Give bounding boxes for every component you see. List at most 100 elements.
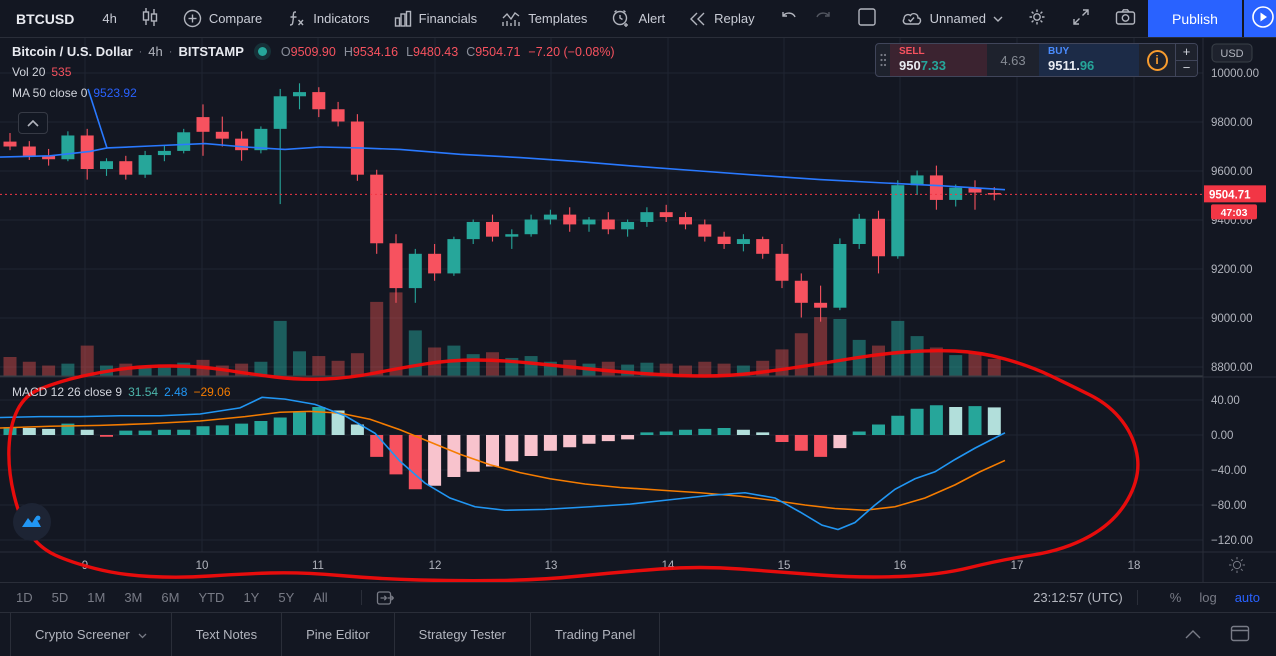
svg-text:40.00: 40.00 <box>1211 395 1240 407</box>
settings-button[interactable] <box>1015 0 1059 37</box>
crypto-screener-label: Crypto Screener <box>35 627 130 642</box>
compare-label: Compare <box>208 11 263 26</box>
layout-button[interactable] <box>845 0 889 37</box>
percent-scale-toggle[interactable]: % <box>1169 590 1182 605</box>
range-1y[interactable]: 1Y <box>243 590 260 605</box>
range-5y[interactable]: 5Y <box>278 590 295 605</box>
expand-panel-button[interactable] <box>1184 627 1202 642</box>
tab-crypto-screener[interactable]: Crypto Screener <box>10 613 172 656</box>
candles <box>3 83 1001 322</box>
range-1d[interactable]: 1D <box>16 590 33 605</box>
top-toolbar: BTCUSD 4h Compare Indicators Financials … <box>0 0 1276 38</box>
svg-text:9000.00: 9000.00 <box>1211 313 1253 325</box>
range-5d[interactable]: 5D <box>51 590 69 605</box>
sell-button[interactable]: SELL 9507.33 <box>890 44 987 76</box>
widget-drag-handle[interactable] <box>876 44 890 76</box>
close-value: 9504.71 <box>475 44 521 59</box>
high-label: H <box>343 44 353 59</box>
chart-style-button[interactable] <box>129 0 171 37</box>
tab-pine-editor[interactable]: Pine Editor <box>282 613 395 656</box>
price-axis: 10000.009800.009600.009400.009200.009000… <box>1211 68 1259 547</box>
tab-trading-panel[interactable]: Trading Panel <box>531 613 661 656</box>
svg-text:8800.00: 8800.00 <box>1211 362 1253 374</box>
current-price-tag: 9504.71 47:03 <box>1204 185 1266 220</box>
buy-button[interactable]: BUY 9511.96 <box>1039 44 1139 76</box>
range-all[interactable]: All <box>313 590 328 605</box>
range-1m[interactable]: 1M <box>87 590 106 605</box>
cloud-save-button[interactable]: Unnamed <box>889 0 1015 37</box>
macd-main-line <box>0 396 1006 531</box>
svg-text:9504.71: 9504.71 <box>1209 189 1251 201</box>
tab-strategy-tester[interactable]: Strategy Tester <box>395 613 531 656</box>
svg-text:−120.00: −120.00 <box>1211 535 1253 547</box>
symbol-button[interactable]: BTCUSD <box>16 10 75 27</box>
decrease-button[interactable]: − <box>1176 60 1197 76</box>
ma-legend: MA 50 close 0 9523.92 <box>12 86 137 100</box>
red-circle-annotation[interactable] <box>7 348 1140 582</box>
templates-label: Templates <box>528 11 588 26</box>
range-ytd[interactable]: YTD <box>198 590 225 605</box>
undo-button[interactable] <box>767 0 811 37</box>
trade-widget: SELL 9507.33 4.63 BUY 9511.96 i + − <box>875 43 1198 77</box>
log-scale-toggle[interactable]: log <box>1199 590 1217 605</box>
replay-button[interactable]: Replay <box>677 0 766 37</box>
replay-icon <box>689 11 707 27</box>
fx-indicators-icon <box>286 9 306 28</box>
pane-separators <box>0 38 1276 582</box>
macd-hist-value: 31.54 <box>128 385 159 399</box>
ma-label: MA 50 close 0 <box>12 86 88 100</box>
svg-text:11: 11 <box>312 560 324 572</box>
indicators-button[interactable]: Indicators <box>274 0 381 37</box>
svg-text:9800.00: 9800.00 <box>1211 117 1253 129</box>
clock-utc[interactable]: 23:12:57 (UTC) <box>1033 590 1123 605</box>
collapse-legend-button[interactable] <box>18 112 48 134</box>
chart-canvas[interactable]: 10000.009800.009600.009400.009200.009000… <box>0 38 1276 582</box>
svg-text:9600.00: 9600.00 <box>1211 166 1253 178</box>
financials-button[interactable]: Financials <box>382 0 490 37</box>
macd-line-value: 2.48 <box>164 385 188 399</box>
chevron-up-icon <box>27 114 39 132</box>
interval-button[interactable]: 4h <box>102 11 117 26</box>
svg-text:18: 18 <box>1128 560 1141 572</box>
market-status-dot <box>257 47 267 56</box>
svg-text:USD: USD <box>1220 48 1243 60</box>
spacer <box>660 613 1184 656</box>
compare-button[interactable]: Compare <box>171 0 274 37</box>
close-label: C <box>466 44 476 59</box>
legend-symbol-name: Bitcoin / U.S. Dollar <box>12 44 133 59</box>
svg-text:−40.00: −40.00 <box>1211 465 1247 477</box>
spread-value: 4.63 <box>987 44 1039 76</box>
redo-button[interactable] <box>811 0 845 37</box>
sell-price: 9507.33 <box>899 58 947 73</box>
tab-text-notes[interactable]: Text Notes <box>172 613 283 656</box>
alert-label: Alert <box>638 11 666 26</box>
screenshot-button[interactable] <box>1103 0 1148 37</box>
fullscreen-icon <box>1071 7 1091 30</box>
svg-text:10000.00: 10000.00 <box>1211 68 1259 80</box>
buy-price: 9511.96 <box>1048 58 1095 73</box>
open-value: 9509.90 <box>290 44 336 59</box>
low-label: L <box>406 44 414 59</box>
svg-text:15: 15 <box>778 560 791 572</box>
legend-interval: 4h <box>148 44 163 59</box>
info-button[interactable]: i <box>1139 44 1175 76</box>
publish-menu-button[interactable] <box>1243 0 1276 37</box>
open-label: O <box>280 44 291 59</box>
sell-label: SELL <box>899 46 925 57</box>
range-3m[interactable]: 3M <box>124 590 143 605</box>
macd-histogram <box>3 405 1001 490</box>
go-to-date-button[interactable] <box>376 590 395 606</box>
panel-layout-button[interactable] <box>1230 625 1250 645</box>
templates-button[interactable]: Templates <box>489 0 599 37</box>
divider <box>1136 590 1138 605</box>
alert-button[interactable]: Alert <box>599 0 677 37</box>
publish-button[interactable]: Publish <box>1148 0 1242 37</box>
ohlc-values: O9509.90 H9534.16 L9480.43 C9504.71 −7.2… <box>281 45 615 59</box>
auto-scale-toggle[interactable]: auto <box>1234 590 1260 605</box>
increase-button[interactable]: + <box>1176 44 1197 61</box>
fullscreen-button[interactable] <box>1059 0 1103 37</box>
svg-text:12: 12 <box>429 560 442 572</box>
range-6m[interactable]: 6M <box>161 590 180 605</box>
sun-icon[interactable] <box>1229 557 1245 573</box>
range-toolbar: 1D 5D 1M 3M 6M YTD 1Y 5Y All 23:12:57 (U… <box>0 582 1276 612</box>
